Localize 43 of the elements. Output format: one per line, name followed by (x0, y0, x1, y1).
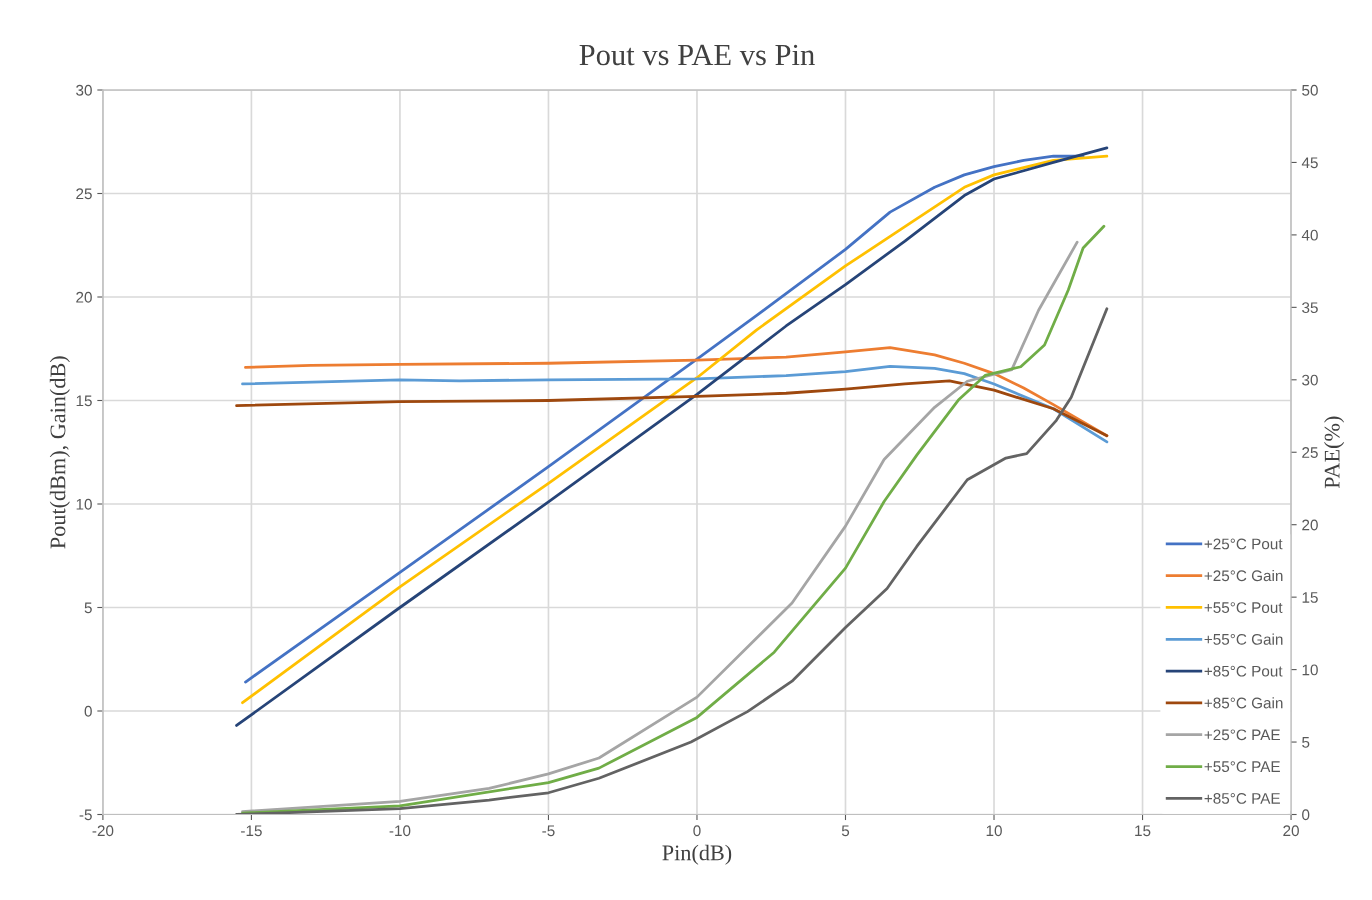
x-tick-label: -10 (389, 825, 411, 837)
legend-label: +25°C Pout (1204, 538, 1283, 550)
y2-tick-label: 50 (1302, 84, 1318, 96)
legend-label: +85°C PAE (1204, 793, 1280, 804)
legend-label: +25°C PAE (1204, 729, 1280, 741)
y-tick-label: 15 (76, 395, 92, 407)
y-tick-label: 10 (76, 498, 92, 510)
x-tick-label: -15 (241, 825, 262, 837)
y-axis-title: Pout(dBm), Gain(dB) (49, 356, 70, 549)
y2-tick-label: 40 (1301, 229, 1318, 241)
y-tick-label: -5 (79, 809, 92, 821)
x-tick-label: 15 (1135, 825, 1151, 837)
x-tick-label: 20 (1283, 825, 1299, 837)
chart-title: Pout vs PAE vs Pin (579, 44, 815, 66)
legend-label: +85°C Gain (1204, 697, 1283, 709)
legend-label: +25°C Gain (1204, 569, 1283, 582)
y-tick-label: 30 (76, 84, 92, 96)
y2-tick-label: 35 (1302, 302, 1318, 314)
y-tick-label: 20 (76, 291, 92, 303)
y2-tick-label: 10 (1302, 664, 1318, 676)
y2-tick-label: 20 (1302, 519, 1318, 531)
x-tick-label: -5 (542, 825, 555, 837)
x-tick-label: 5 (841, 825, 850, 837)
y-tick-label: 5 (84, 602, 92, 614)
legend-label: +85°C Pout (1204, 665, 1283, 677)
x-tick-label: 10 (986, 825, 1002, 837)
y2-tick-label: 30 (1302, 374, 1318, 386)
y2-tick-label: 15 (1302, 592, 1318, 603)
legend-label: +55°C Pout (1204, 602, 1283, 613)
y2-tick-label: 0 (1302, 809, 1310, 821)
line-series (235, 379, 1109, 438)
y2-axis-title: PAE(%) (1324, 416, 1345, 489)
y-tick-label: 25 (76, 188, 92, 200)
y2-tick-label: 25 (1302, 447, 1318, 458)
x-tick-label: -20 (92, 825, 114, 837)
line-series (241, 364, 1109, 444)
y2-tick-label: 5 (1302, 737, 1310, 748)
x-axis-title: Pin(dB) (662, 844, 732, 865)
x-tick-label: 0 (693, 825, 701, 837)
y2-tick-label: 45 (1301, 157, 1318, 169)
legend-label: +55°C PAE (1204, 761, 1280, 773)
legend-label: +55°C Gain (1204, 633, 1283, 645)
y-tick-label: 0 (84, 705, 92, 717)
